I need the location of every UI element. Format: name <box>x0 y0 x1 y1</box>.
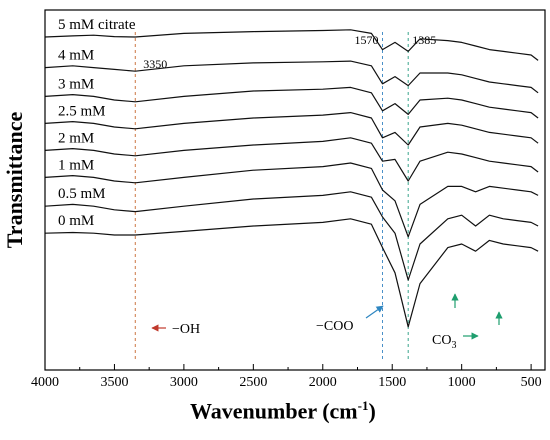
spectrum-line <box>44 111 539 146</box>
plot-frame <box>44 9 546 371</box>
x-tick-label: 1000 <box>448 375 476 390</box>
x-axis-label-exponent: -1 <box>357 398 369 413</box>
x-tick-label: 3000 <box>170 375 198 390</box>
reference-label: 1570 <box>355 33 379 47</box>
reference-label: 3350 <box>143 57 167 71</box>
coo-annotation: −COO <box>316 319 353 334</box>
coo-arrow <box>365 305 384 319</box>
co3-subscript: 3 <box>451 340 456 351</box>
spectrum-line <box>44 218 539 328</box>
series-label: 2 mM <box>58 130 94 146</box>
co3-annotation: CO3 <box>432 333 456 351</box>
reference-lines: 3350 1570 1385 <box>134 32 436 360</box>
series-label: 3 mM <box>58 76 94 92</box>
x-axis-label-close: ) <box>368 398 376 424</box>
series-label: 0.5 mM <box>58 186 106 202</box>
spectrum-line <box>44 162 539 238</box>
y-axis-title: Transmittance <box>0 0 30 360</box>
x-tick-label: 1500 <box>378 375 406 390</box>
x-axis-label: Wavenumber (cm <box>190 398 358 424</box>
x-axis-title: Wavenumber (cm-1) <box>190 398 376 424</box>
spectrum-line <box>44 137 539 182</box>
x-tick-label: 500 <box>521 375 542 390</box>
x-tick-label: 3500 <box>100 375 128 390</box>
series-label: 2.5 mM <box>58 103 106 119</box>
spectra-series: 5 mM citrate 4 mM 3 mM 2.5 mM 2 mM 1 mM 0.5 mM… <box>44 17 539 328</box>
x-axis-ticks: 4000 3500 3000 2500 2000 1500 1000 500 <box>31 364 542 390</box>
series-label: 4 mM <box>58 48 94 64</box>
x-tick-label: 2500 <box>239 375 267 390</box>
spectrum-line <box>44 191 539 281</box>
x-tick-label: 4000 <box>31 375 59 390</box>
annotations: −OH −COO CO3 <box>151 293 503 351</box>
spectrum-line <box>44 60 539 94</box>
spectrum-line <box>44 86 539 119</box>
x-tick-label: 2000 <box>309 375 337 390</box>
series-label: 5 mM citrate <box>58 17 136 33</box>
series-label: 1 mM <box>58 157 94 173</box>
y-axis-label: Transmittance <box>2 111 27 249</box>
oh-annotation: −OH <box>172 322 200 337</box>
reference-label: 1385 <box>412 33 436 47</box>
series-label: 0 mM <box>58 213 94 229</box>
spectrum-line <box>44 29 539 61</box>
